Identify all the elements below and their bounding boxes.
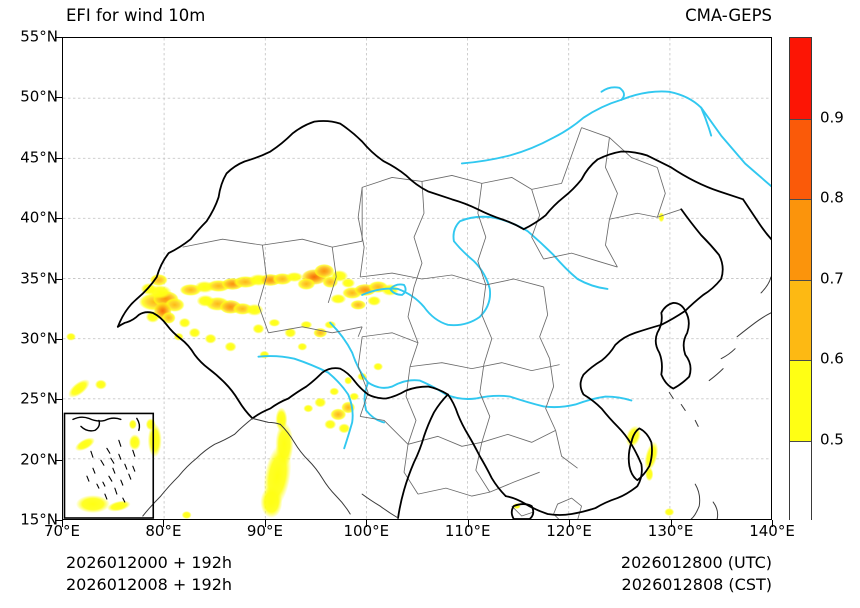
ytick-mark [55, 157, 62, 159]
ytick-label-50n: 50°N [20, 87, 58, 106]
footer-left-line-2: 2026012008 + 192h [66, 575, 233, 594]
colorbar-band-0.8-0.9 [790, 118, 811, 199]
colorbar-band-0.5-0.6 [790, 360, 811, 441]
footer-left: 2026012000 + 192h 2026012008 + 192h [66, 552, 232, 596]
xtick-label-100e: 100°E [343, 522, 390, 540]
xtick-label-140e: 140°E [749, 522, 795, 540]
xtick-mark [670, 520, 672, 527]
ytick-label-30n: 30°N [20, 329, 58, 348]
colorbar-band-0.9-1.0 [790, 38, 811, 119]
xtick-label-90e: 90°E [246, 522, 283, 540]
map-gridlines [63, 38, 771, 519]
ytick-mark [55, 459, 62, 461]
efi-shading-layer [65, 212, 675, 519]
map-national-borders [116, 120, 771, 519]
footer-right-line-2: 2026012808 (CST) [621, 575, 772, 594]
ytick-mark [55, 278, 62, 280]
xtick-mark [772, 520, 773, 527]
colorbar-tick-0.6: 0.6 [820, 349, 844, 368]
colorbar-band-0.7-0.8 [790, 199, 811, 280]
ytick-mark [55, 399, 62, 401]
ytick-mark [55, 520, 62, 521]
map-canvas [63, 38, 771, 519]
xtick-mark [467, 520, 469, 527]
ytick-label-55n: 55°N [20, 27, 58, 46]
colorbar-band-0.6-0.7 [790, 279, 811, 360]
ytick-mark [55, 37, 62, 38]
colorbar-tick-0.9: 0.9 [820, 108, 844, 126]
ytick-mark [55, 338, 62, 340]
map-plot-area [62, 37, 772, 520]
ytick-label-45n: 45°N [20, 148, 58, 167]
colorbar-tick-0.7: 0.7 [820, 269, 844, 287]
model-label: CMA-GEPS [685, 6, 772, 25]
xtick-label-120e: 120°E [546, 522, 592, 540]
ytick-label-15n: 15°N [20, 510, 58, 529]
chart-title: EFI for wind 10m [66, 6, 206, 25]
xtick-mark [62, 520, 63, 527]
ytick-label-35n: 35°N [20, 269, 58, 287]
ytick-label-25n: 25°N [20, 389, 58, 408]
footer-right-line-1: 2026012800 (UTC) [620, 553, 772, 572]
map-province-borders [182, 127, 682, 519]
footer-right: 2026012800 (UTC) 2026012808 (CST) [621, 552, 772, 596]
colorbar [789, 37, 812, 521]
xtick-mark [264, 520, 266, 527]
ytick-label-40n: 40°N [20, 208, 58, 227]
xtick-mark [366, 520, 368, 527]
footer-left-line-1: 2026012000 + 192h [66, 553, 233, 572]
map-rivers [257, 86, 771, 450]
xtick-label-130e: 130°E [647, 522, 694, 540]
ytick-label-20n: 20°N [20, 450, 58, 469]
ytick-mark [55, 97, 62, 99]
xtick-label-80e: 80°E [145, 522, 182, 540]
xtick-mark [569, 520, 571, 527]
map-inset-box [63, 412, 155, 519]
ytick-mark [55, 218, 62, 220]
xtick-mark [163, 520, 165, 527]
xtick-label-110e: 110°E [444, 522, 491, 540]
colorbar-tick-0.5: 0.5 [820, 430, 844, 448]
colorbar-band-below-0.5 [790, 440, 811, 521]
xtick-label-70e: 70°E [43, 522, 81, 540]
colorbar-tick-0.8: 0.8 [820, 188, 844, 207]
